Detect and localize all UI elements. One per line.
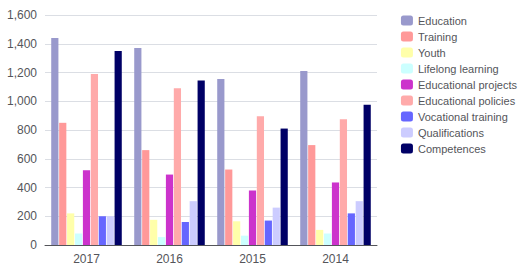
svg-text:Vocational training: Vocational training [418,111,508,123]
svg-text:Educational projects: Educational projects [418,79,518,91]
svg-text:Youth: Youth [418,47,446,59]
svg-text:400: 400 [17,181,37,195]
svg-text:Competences: Competences [418,143,486,155]
svg-text:Education: Education [418,15,467,27]
svg-text:2014: 2014 [322,252,349,266]
svg-text:2017: 2017 [73,252,100,266]
svg-text:1,600: 1,600 [7,8,37,22]
svg-text:2016: 2016 [156,252,183,266]
svg-text:Training: Training [418,31,457,43]
svg-text:Educational policies: Educational policies [418,95,516,107]
svg-text:Qualifications: Qualifications [418,127,485,139]
svg-text:1,200: 1,200 [7,66,37,80]
svg-text:200: 200 [17,209,37,223]
svg-text:800: 800 [17,123,37,137]
svg-text:1,400: 1,400 [7,37,37,51]
svg-text:Lifelong learning: Lifelong learning [418,63,499,75]
svg-text:0: 0 [30,238,37,252]
svg-text:1,000: 1,000 [7,94,37,108]
svg-text:2015: 2015 [239,252,266,266]
svg-text:600: 600 [17,152,37,166]
